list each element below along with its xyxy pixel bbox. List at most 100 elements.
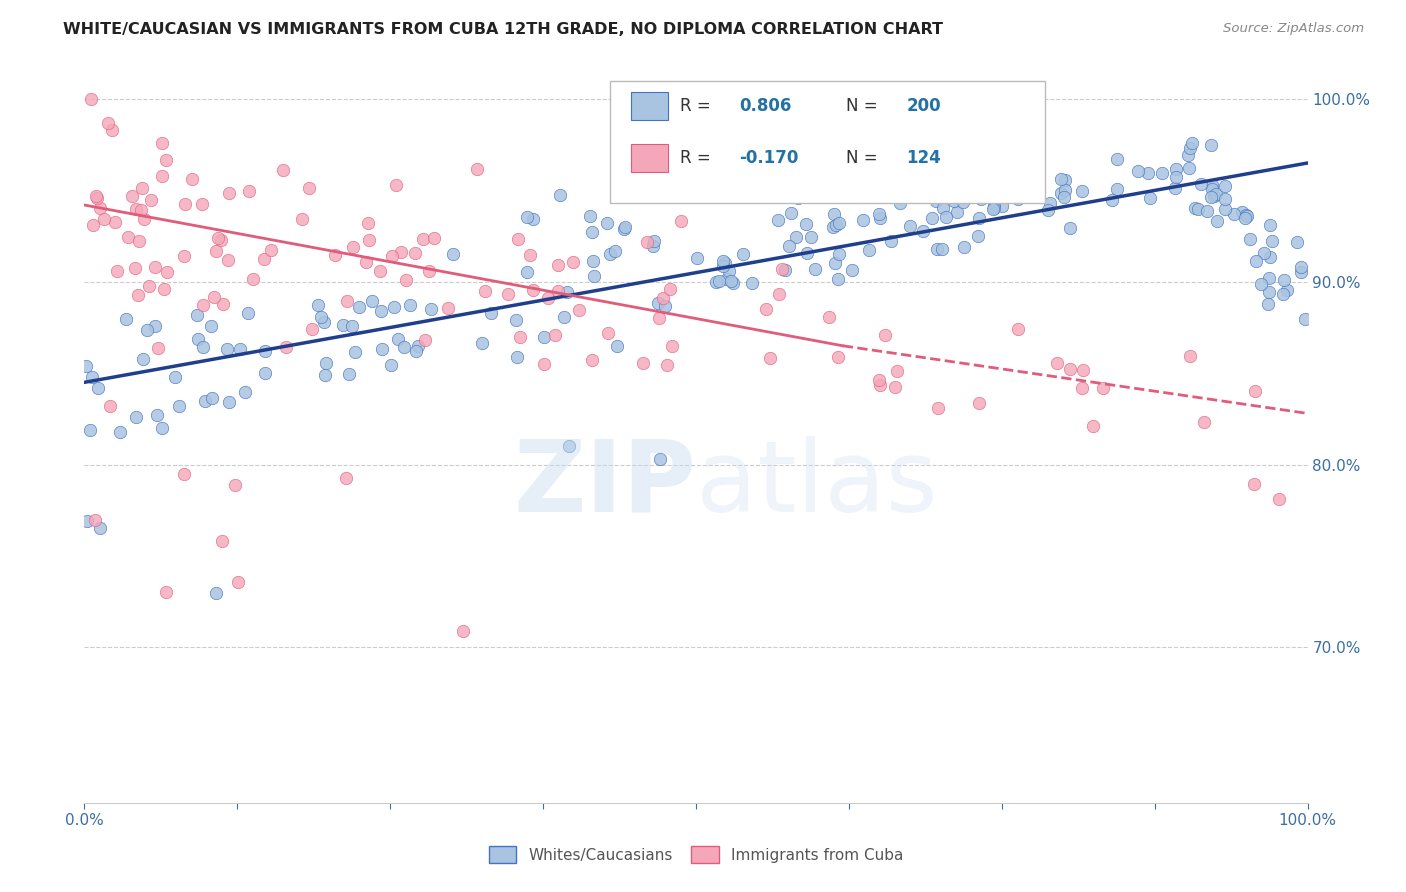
- Point: [1257, 285, 1279, 299]
- Point: [86, 191, 108, 205]
- Point: [187, 332, 209, 346]
- Point: [342, 240, 364, 254]
- Point: [651, 291, 673, 305]
- Point: [1213, 202, 1236, 216]
- Point: [533, 330, 555, 344]
- Point: [921, 211, 943, 225]
- Point: [437, 301, 460, 316]
- Point: [898, 219, 921, 233]
- Point: [1150, 166, 1173, 180]
- Point: [869, 211, 891, 226]
- Point: [716, 272, 738, 286]
- Point: [1250, 277, 1272, 291]
- Point: [131, 181, 153, 195]
- Point: [1180, 141, 1202, 155]
- Point: [405, 344, 427, 359]
- Point: [967, 229, 990, 244]
- Point: [399, 298, 422, 312]
- Point: [89, 201, 111, 215]
- Point: [201, 391, 224, 405]
- Point: [983, 197, 1005, 211]
- Point: [1267, 492, 1289, 507]
- Point: [291, 211, 314, 226]
- Point: [596, 326, 619, 340]
- Point: [89, 521, 111, 535]
- Point: [298, 181, 321, 195]
- Point: [395, 273, 418, 287]
- Point: [121, 188, 143, 202]
- FancyBboxPatch shape: [631, 144, 668, 172]
- Point: [134, 212, 156, 227]
- Point: [827, 272, 849, 286]
- Point: [889, 196, 911, 211]
- Point: [613, 222, 636, 236]
- Point: [755, 302, 778, 317]
- Point: [1272, 273, 1295, 287]
- Point: [84, 188, 107, 202]
- Point: [186, 308, 208, 322]
- Point: [127, 288, 149, 302]
- Point: [191, 197, 214, 211]
- Point: [474, 284, 496, 298]
- Point: [925, 242, 948, 256]
- Point: [125, 202, 148, 217]
- Point: [1184, 201, 1206, 215]
- Point: [314, 315, 336, 329]
- Point: [1213, 192, 1236, 206]
- Point: [713, 259, 735, 273]
- Point: [537, 291, 560, 305]
- Point: [419, 301, 441, 316]
- Point: [1054, 172, 1077, 186]
- Point: [97, 116, 120, 130]
- Point: [1206, 214, 1229, 228]
- Point: [406, 339, 429, 353]
- Point: [202, 289, 225, 303]
- Text: R =: R =: [681, 97, 716, 115]
- Point: [309, 310, 332, 325]
- Point: [1059, 220, 1081, 235]
- Point: [253, 252, 276, 267]
- Text: WHITE/CAUCASIAN VS IMMIGRANTS FROM CUBA 12TH GRADE, NO DIPLOMA CORRELATION CHART: WHITE/CAUCASIAN VS IMMIGRANTS FROM CUBA …: [63, 22, 943, 37]
- Text: Source: ZipAtlas.com: Source: ZipAtlas.com: [1223, 22, 1364, 36]
- Point: [533, 357, 555, 371]
- Point: [966, 175, 988, 189]
- Point: [544, 328, 567, 343]
- Point: [368, 264, 391, 278]
- Point: [970, 192, 993, 206]
- Point: [131, 351, 153, 366]
- Point: [558, 439, 581, 453]
- Point: [1007, 322, 1029, 336]
- Point: [1177, 161, 1199, 175]
- Point: [1126, 163, 1149, 178]
- Point: [1052, 190, 1074, 204]
- Point: [1253, 246, 1275, 260]
- Point: [380, 359, 402, 373]
- Point: [714, 255, 737, 269]
- Point: [925, 194, 948, 208]
- Point: [658, 282, 681, 296]
- Point: [1285, 235, 1308, 249]
- Point: [505, 312, 527, 326]
- Point: [87, 381, 110, 395]
- Point: [506, 232, 529, 246]
- Point: [471, 335, 494, 350]
- Point: [138, 279, 160, 293]
- Point: [226, 575, 249, 590]
- Point: [927, 401, 949, 415]
- Point: [1289, 265, 1312, 279]
- Point: [707, 274, 730, 288]
- Point: [80, 92, 103, 106]
- Point: [1071, 185, 1094, 199]
- Point: [1166, 170, 1188, 185]
- Point: [869, 378, 891, 392]
- Point: [1244, 384, 1267, 399]
- Point: [599, 247, 621, 261]
- Point: [1038, 202, 1060, 217]
- Point: [661, 339, 683, 353]
- Point: [125, 410, 148, 425]
- Point: [1164, 181, 1187, 195]
- Point: [1071, 362, 1094, 376]
- Point: [136, 323, 159, 337]
- Point: [325, 247, 347, 261]
- Point: [93, 212, 115, 227]
